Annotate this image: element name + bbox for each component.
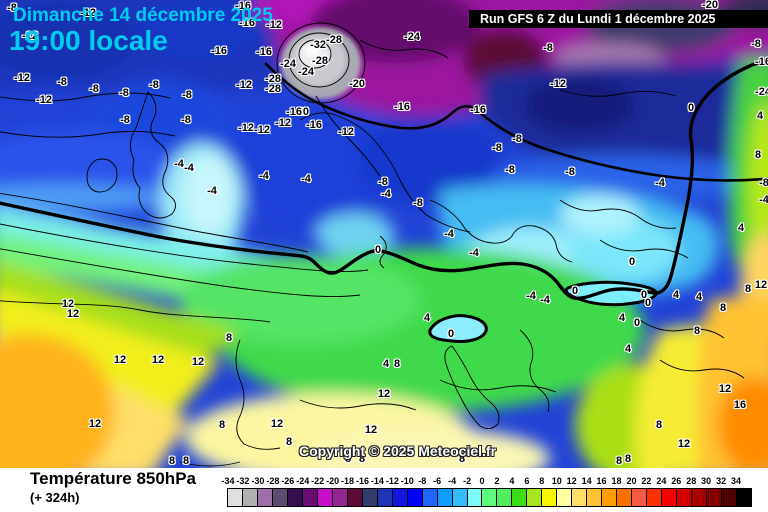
scale-color-cell [602,489,618,506]
scale-color-cell [572,489,588,506]
scale-color-cell [452,489,468,506]
scale-tick-label: -34 [221,476,235,486]
scale-color-cell [587,489,603,506]
scale-tick-label: -32 [236,476,250,486]
scale-color-cell [707,489,722,506]
scale-color-cell [317,489,333,506]
legend-forecast-offset: (+ 324h) [30,490,80,505]
map-area: -8 -12 -12 -16 -16 -12 -16 -16 -20 -8 -16 -24 -32 -28… [0,0,768,468]
scale-tick-label: -28 [266,476,280,486]
scale-tick-label: -8 [418,476,427,486]
scale-color-cell [662,489,678,506]
scale-tick-label: 8 [539,476,545,486]
scale-tick-label: 4 [509,476,515,486]
scale-tick-label: 18 [611,476,622,486]
scale-color-cell [617,489,633,506]
copyright-watermark: Copyright © 2025 Meteociel.fr [299,443,497,459]
color-scale-bar [227,488,752,507]
scale-tick-label: 16 [596,476,607,486]
scale-color-cell [512,489,528,506]
scale-tick-label: 28 [686,476,697,486]
scale-tick-label: 24 [656,476,667,486]
scale-color-cell [257,489,273,506]
scale-color-cell [302,489,318,506]
isotherm-0c [0,57,768,301]
scale-color-cell [677,489,693,506]
run-info-label: Run GFS 6 Z du Lundi 1 décembre 2025 [480,12,716,26]
scale-color-cell [542,489,558,506]
scale-color-cell [527,489,543,506]
scale-tick-label: -2 [463,476,472,486]
scale-tick-label: -10 [400,476,414,486]
scale-color-cell [332,489,348,506]
weather-map [0,0,768,468]
scale-color-cell [497,489,513,506]
scale-tick-label: 20 [626,476,637,486]
color-scale-numbers: -34 -32 -30 -28 -26 -24 -22 -20 -18 -16 -14 -12 -10-… [0,476,768,487]
legend-title: Température 850hPa [30,469,196,488]
scale-tick-label: -24 [296,476,310,486]
scale-tick-label: 12 [566,476,577,486]
scale-tick-label: 10 [551,476,562,486]
scale-tick-label: 2 [494,476,500,486]
scale-color-cell [437,489,453,506]
scale-color-cell [287,489,303,506]
scale-color-cell [407,489,423,506]
scale-tick-label: -20 [326,476,340,486]
scale-color-cell [632,489,648,506]
scale-color-cell [692,489,707,506]
coastlines-and-isotherms [0,22,745,467]
scale-tick-label: -14 [370,476,384,486]
scale-color-cell [272,489,288,506]
scale-tick-label: 34 [731,476,742,486]
scale-tick-label: 30 [701,476,712,486]
scale-tick-label: -6 [433,476,442,486]
scale-color-cell [467,489,483,506]
scale-color-cell [242,489,258,506]
scale-color-cell [377,489,393,506]
scale-tick-label: -16 [355,476,369,486]
scale-tick-label: 32 [716,476,727,486]
scale-tick-label: 6 [524,476,530,486]
scale-color-cell [721,489,737,506]
scale-color-cell [347,489,363,506]
scale-color-cell [362,489,378,506]
scale-color-cell [482,489,498,506]
legend: Température 850hPa (+ 324h) -34 -32 -30 -28… [0,468,768,512]
temperature-field [0,0,768,468]
scale-tick-label: -18 [341,476,355,486]
scale-color-cell [422,489,438,506]
forecast-date: Dimanche 14 décembre 2025 [13,5,273,26]
forecast-time: 19:00 locale [9,25,168,56]
scale-color-cell [228,489,243,506]
scale-color-cell [736,489,751,506]
arctic-cold-pool [281,27,361,99]
scale-color-cell [392,489,408,506]
scale-tick-label: 14 [581,476,592,486]
scale-tick-label: 22 [641,476,652,486]
scale-tick-label: 0 [479,476,485,486]
scale-tick-label: 26 [671,476,682,486]
scale-tick-label: -26 [281,476,295,486]
scale-tick-label: -12 [385,476,399,486]
cold-pockets [428,280,658,343]
scale-color-cell [647,489,663,506]
scale-color-cell [557,489,573,506]
scale-tick-label: -22 [311,476,325,486]
run-info-bar: Run GFS 6 Z du Lundi 1 décembre 2025 [469,10,768,28]
scale-tick-label: -30 [251,476,265,486]
scale-tick-label: -4 [448,476,457,486]
